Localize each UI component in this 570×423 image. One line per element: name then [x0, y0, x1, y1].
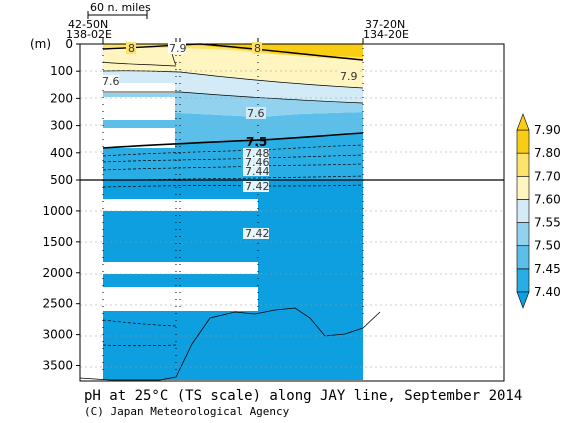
y-tick-label: 400	[50, 146, 73, 160]
plot-frame	[79, 43, 505, 382]
colorbar-label: 7.50	[534, 239, 561, 253]
y-tick-label: 1500	[42, 235, 73, 249]
deep-left	[103, 311, 176, 372]
colorbar-segment	[516, 199, 530, 223]
gap-5	[103, 97, 175, 111]
contour-label-7.48: 7.48	[245, 147, 270, 160]
y-tick-label: 2000	[42, 266, 73, 280]
y-tick-label: 200	[50, 91, 73, 105]
colorbar-arrow-bottom	[516, 291, 530, 309]
gap-lower-4	[258, 287, 363, 311]
right-station-lon: 134-20E	[363, 28, 409, 41]
grid-lower	[80, 210, 504, 368]
right-station-lat: 37-20N	[365, 18, 405, 31]
gap-3	[103, 128, 175, 137]
contour-label-7.42-upper: 7.42	[245, 180, 270, 193]
contour-label-7.6-left: 7.6	[102, 75, 120, 88]
y-axis-ticks: 100 200 300 400 500 1000 1500 2000 2500 3000 3500 0	[42, 37, 80, 373]
lower-section	[79, 180, 504, 381]
station-lines-lower	[102, 180, 364, 372]
contour-label-7.46: 7.46	[245, 156, 270, 169]
scale-bar: 60 n. miles	[87, 1, 151, 19]
y-tick-label: 100	[50, 64, 73, 78]
colorbar: 7.40 7.45 7.50 7.55 7.60 7.70 7.80 7.90	[516, 113, 561, 309]
y-tick-label: 300	[50, 119, 73, 133]
colorbar-label: 7.80	[534, 146, 561, 160]
gap-1	[103, 83, 175, 93]
colorbar-segment	[516, 152, 530, 177]
colorbar-label: 7.40	[534, 285, 561, 299]
colorbar-segment	[516, 129, 530, 154]
contour-label-7.42-lower: 7.42	[245, 227, 270, 240]
colorbar-label: 7.90	[534, 123, 561, 137]
y-tick-label: 3000	[42, 328, 73, 342]
contour-label-7.9-center: 7.9	[169, 42, 187, 55]
colorbar-segment	[516, 245, 530, 270]
band-760	[103, 70, 363, 103]
station-lines-upper	[102, 48, 364, 178]
band-770	[103, 48, 363, 88]
y-tick-label: 2500	[42, 297, 73, 311]
colorbar-segment	[516, 222, 530, 247]
depth-unit: (m)	[30, 37, 51, 51]
gap-4	[103, 137, 175, 148]
contour-label-8-right: 8	[254, 42, 261, 55]
colorbar-arrow-top	[516, 113, 530, 131]
contour-label-7.44: 7.44	[245, 165, 270, 178]
station-ticks-top	[102, 38, 364, 44]
y-tick-label: 1000	[42, 204, 73, 218]
grid-upper	[80, 70, 504, 153]
y-tick-label: 0	[65, 37, 73, 51]
contour-labels: 8 7.9 8 7.9 7.6 7.6 7.5 7.48 7.46 7.44 7…	[101, 42, 359, 240]
colorbar-label: 7.45	[534, 262, 561, 276]
credit: (C) Japan Meteorological Agency	[84, 405, 290, 418]
contour-label-7.5: 7.5	[246, 135, 267, 149]
bottom-topography	[79, 307, 381, 381]
gap-2	[103, 110, 175, 120]
gap-lower-2	[103, 262, 258, 274]
scale-bar-label: 60 n. miles	[90, 1, 151, 14]
colorbar-label: 7.70	[534, 169, 561, 183]
colorbar-label: 7.55	[534, 216, 561, 230]
left-station-lat: 42-50N	[68, 18, 108, 31]
y-tick-label: 500	[50, 173, 73, 187]
colorbar-segment	[516, 175, 530, 200]
y-tick-label: 3500	[42, 359, 73, 373]
contour-label-7.6-center: 7.6	[247, 107, 265, 120]
left-station-lon: 138-02E	[66, 28, 112, 41]
gap-lower-1	[103, 199, 258, 211]
colorbar-label: 7.60	[534, 192, 561, 206]
caption: pH at 25°C (TS scale) along JAY line, Se…	[84, 388, 522, 404]
colorbar-segment	[516, 268, 530, 293]
contour-label-7.9-right: 7.9	[340, 70, 358, 83]
contour-label-8-left: 8	[128, 42, 135, 55]
